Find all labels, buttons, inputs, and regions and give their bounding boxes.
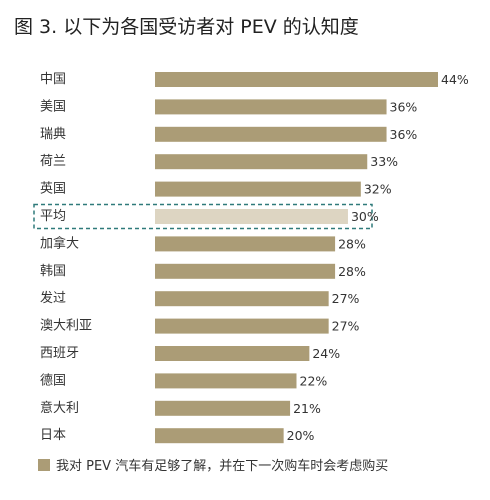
bar [155,373,297,389]
category-label: 平均 [40,209,66,224]
bar [155,318,329,334]
data-label: 27% [332,291,360,306]
bar [155,126,387,142]
data-label: 30% [351,209,379,224]
data-label: 32% [364,182,392,197]
chart-title: 图 3. 以下为各国受访者对 PEV 的认知度 [14,16,359,38]
category-label: 美国 [40,99,66,114]
highlight-box [33,203,373,230]
bar [155,263,336,279]
bar [155,181,361,197]
legend: 我对 PEV 汽车有足够了解，并在下一次购车时会考虑购买 [38,455,388,474]
legend-label: 我对 PEV 汽车有足够了解，并在下一次购车时会考虑购买 [56,459,389,474]
data-label: 27% [332,319,360,334]
data-label: 28% [338,264,366,279]
category-label: 澳大利亚 [40,318,92,334]
data-label: 33% [370,154,398,169]
bar [155,291,329,307]
category-label: 加拿大 [40,235,79,251]
category-label: 发过 [40,290,66,306]
category-label: 韩国 [40,264,66,279]
category-label: 日本 [40,428,66,443]
category-label: 西班牙 [40,346,79,361]
data-label: 36% [390,127,418,142]
data-label: 20% [287,428,315,443]
bar [155,400,291,416]
data-label: 36% [390,99,418,114]
category-label: 荷兰 [40,154,66,169]
bar [155,428,284,444]
category-label: 瑞典 [40,127,66,142]
bar [155,209,348,224]
bar [155,346,310,361]
category-label: 中国 [40,72,66,87]
bar [155,72,438,87]
bar [155,99,387,115]
data-label: 44% [441,72,469,87]
category-label: 德国 [40,373,66,388]
data-label: 22% [300,373,328,388]
category-label: 意大利 [40,400,79,416]
data-label: 28% [338,236,366,251]
category-label: 英国 [40,182,66,197]
data-label: 21% [293,401,321,416]
legend-swatch [38,458,50,471]
bar [155,236,336,252]
bar [155,154,368,170]
data-label: 24% [312,346,340,361]
